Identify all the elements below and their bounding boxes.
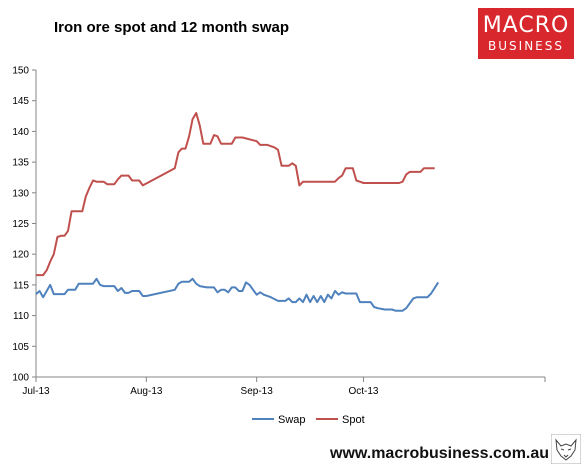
fox-logo-icon [551, 434, 581, 464]
y-tick-label: 110 [13, 311, 29, 322]
y-tick-label: 140 [12, 127, 29, 138]
macrobusiness-logo: MACRO BUSINESS [478, 8, 574, 59]
footer-url: www.macrobusiness.com.au [330, 445, 550, 462]
x-tick-label: Sep-13 [241, 386, 274, 397]
x-tick-label: Oct-13 [348, 386, 378, 397]
legend-label-spot: Spot [342, 414, 365, 426]
y-tick-label: 120 [12, 250, 29, 261]
x-tick-label: Jul-13 [22, 386, 50, 397]
series-line-swap [35, 277, 440, 312]
logo-line-business: BUSINESS [488, 39, 564, 53]
logo-line-macro: MACRO [482, 13, 570, 38]
chart-title: Iron ore spot and 12 month swap [54, 19, 290, 36]
series-line-spot [36, 112, 435, 277]
y-tick-label: 150 [12, 66, 29, 77]
y-tick-label: 105 [12, 342, 29, 353]
legend-label-swap: Swap [278, 414, 306, 426]
y-tick-label: 145 [12, 96, 29, 107]
y-tick-label: 130 [12, 188, 29, 199]
y-tick-label: 125 [12, 219, 29, 230]
y-tick-label: 135 [12, 158, 29, 169]
x-tick-label: Aug-13 [130, 386, 163, 397]
y-tick-label: 115 [13, 280, 29, 291]
y-tick-label: 100 [12, 373, 29, 384]
